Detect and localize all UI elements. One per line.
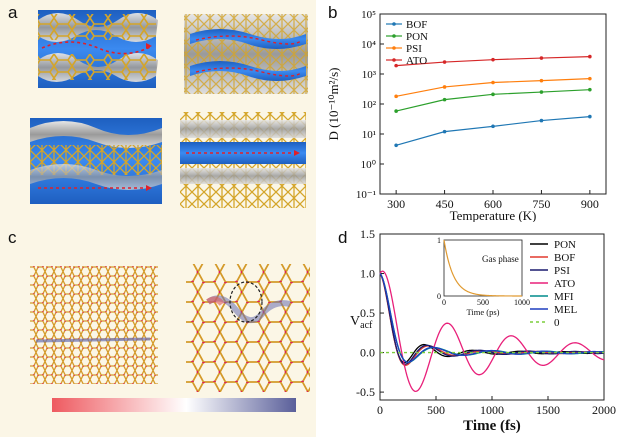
inset-y-tick-label: 0 <box>437 292 441 301</box>
framework-view-left <box>30 266 158 384</box>
legend-label-mfi: MFI <box>554 291 574 303</box>
legend-label-pon: PON <box>554 239 576 251</box>
series-line-ato <box>379 270 605 393</box>
legend-label-pon: PON <box>406 31 428 43</box>
x-tick-label: 1500 <box>536 403 560 417</box>
framework-view-right <box>186 264 310 392</box>
legend-label-psi: PSI <box>554 265 570 277</box>
x-tick-label: 2000 <box>592 403 616 417</box>
y-axis-label: D (10⁻¹⁰m²/s) <box>326 68 341 141</box>
data-point-pon <box>394 109 398 113</box>
legend-label-bof: BOF <box>554 252 575 264</box>
x-tick-label: 500 <box>427 403 445 417</box>
data-point-pon <box>442 97 447 102</box>
x-tick-label: 300 <box>387 197 405 211</box>
x-tick-label: 750 <box>532 197 550 211</box>
series-line-bof <box>395 116 590 146</box>
y-axis-label: Vacf <box>350 314 373 331</box>
y-tick-label: 0.5 <box>360 306 375 320</box>
x-tick-label: 900 <box>581 197 599 211</box>
trajectory-left <box>35 337 151 343</box>
legend-label-0: 0 <box>554 317 560 329</box>
data-point-ato <box>539 56 544 60</box>
y-tick-label: 0.0 <box>360 346 375 360</box>
data-point-psi <box>394 94 398 99</box>
inset-y-tick-label: 1 <box>437 236 441 245</box>
legend-label-psi: PSI <box>406 43 422 55</box>
panel-b-label: b <box>328 3 338 22</box>
render-top-right <box>184 14 308 94</box>
x-axis-label: Time (fs) <box>463 418 521 434</box>
data-point-pon <box>588 87 592 92</box>
data-point-bof <box>442 129 447 134</box>
panel-c-trajectory-renderings <box>30 264 310 412</box>
inset-curve <box>443 239 523 297</box>
panel-c: c <box>0 222 316 437</box>
panel-a-label: a <box>8 3 18 22</box>
panel-b: b 10⁻¹ 10⁰ 10¹ 10² 10³ 10⁴ 10⁵ 300 450 600 750 900 T… <box>316 0 620 223</box>
data-point-ato <box>588 54 592 59</box>
inset-title: Gas phase <box>482 254 519 264</box>
data-point-bof <box>491 124 495 129</box>
x-tick-label: 1000 <box>480 403 504 417</box>
x-axis-label: Temperature (K) <box>450 208 537 223</box>
legend-marker-pon <box>392 34 396 38</box>
legend-marker-psi <box>392 46 396 50</box>
data-point-pon <box>491 92 495 97</box>
x-tick-label: 600 <box>484 197 502 211</box>
render-bottom-right <box>180 112 306 208</box>
legend-label-bof: BOF <box>406 19 427 31</box>
y-tick-label: 1.5 <box>360 227 375 241</box>
panel-a: a <box>0 0 316 222</box>
legend-marker-bof <box>392 22 396 26</box>
y-tick-label: 1.0 <box>360 267 375 281</box>
panel-c-label: c <box>8 228 17 247</box>
data-point-psi <box>539 78 544 83</box>
data-point-bof <box>588 114 592 119</box>
y-tick-label: -0.5 <box>356 385 375 399</box>
legend-label-mel: MEL <box>554 304 578 316</box>
x-tick-label: 0 <box>377 403 383 417</box>
x-tick-label: 450 <box>436 197 454 211</box>
data-point-bof <box>539 118 544 123</box>
data-point-psi <box>588 76 592 81</box>
legend-label-ato: ATO <box>406 55 427 67</box>
color-scale-bar <box>52 398 296 412</box>
data-point-ato <box>442 60 447 64</box>
inset-x-tick-label: 500 <box>477 298 489 307</box>
trajectory-right <box>206 295 291 323</box>
legend-label-ato: ATO <box>554 278 575 290</box>
y-tick-label: 10⁻¹ <box>356 189 376 201</box>
panel-a-renderings <box>30 10 308 208</box>
inset-x-tick-label: 0 <box>442 298 446 307</box>
data-point-psi <box>442 85 447 89</box>
legend-marker-ato <box>392 58 396 62</box>
y-tick-label: 10⁵ <box>361 9 376 21</box>
data-point-bof <box>394 143 398 148</box>
inset-x-tick-label: 1000 <box>514 298 530 307</box>
data-point-ato <box>394 63 398 68</box>
data-point-pon <box>539 90 544 94</box>
render-top-left <box>38 10 158 88</box>
y-tick-label: 10² <box>362 99 377 111</box>
series-line-mel <box>379 273 605 363</box>
render-bottom-left <box>30 118 162 204</box>
panel-d-label: d <box>338 228 348 247</box>
inset-x-axis-label: Time (ps) <box>467 307 500 317</box>
panel-d: d -0.5 0.0 0.5 1.0 1.5 0 500 1000 1500 2000 Time (… <box>316 222 620 437</box>
y-tick-label: 10¹ <box>362 129 376 141</box>
data-point-ato <box>491 57 495 62</box>
y-tick-label: 10⁴ <box>361 39 376 51</box>
y-tick-label: 10³ <box>362 69 377 81</box>
y-tick-label: 10⁰ <box>361 159 377 171</box>
chart-diffusion-vs-temperature: 10⁻¹ 10⁰ 10¹ 10² 10³ 10⁴ 10⁵ 300 450 600 750 900 Tem… <box>326 9 607 223</box>
highlight-circle <box>229 281 263 323</box>
inset-frame <box>443 239 523 297</box>
data-point-psi <box>491 80 495 85</box>
